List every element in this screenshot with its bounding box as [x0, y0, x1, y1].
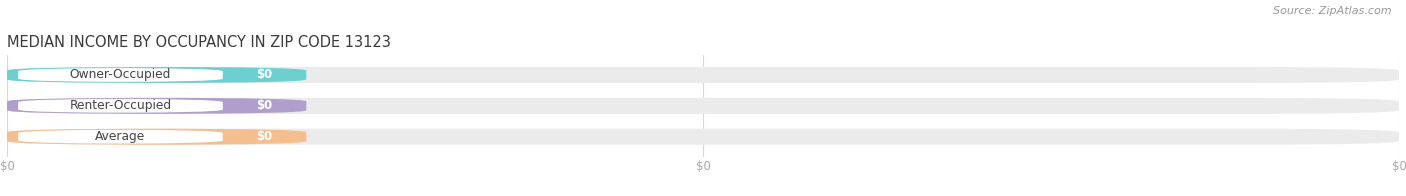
FancyBboxPatch shape	[7, 129, 1399, 145]
Text: $0: $0	[256, 99, 273, 112]
Text: $0: $0	[256, 130, 273, 143]
FancyBboxPatch shape	[18, 130, 222, 144]
FancyBboxPatch shape	[7, 67, 307, 83]
Text: $0: $0	[256, 68, 273, 82]
FancyBboxPatch shape	[7, 129, 307, 145]
FancyBboxPatch shape	[7, 67, 1399, 83]
Text: Source: ZipAtlas.com: Source: ZipAtlas.com	[1274, 6, 1392, 16]
Text: Owner-Occupied: Owner-Occupied	[70, 68, 172, 82]
Text: Average: Average	[96, 130, 146, 143]
FancyBboxPatch shape	[7, 98, 307, 114]
FancyBboxPatch shape	[18, 99, 222, 113]
Text: MEDIAN INCOME BY OCCUPANCY IN ZIP CODE 13123: MEDIAN INCOME BY OCCUPANCY IN ZIP CODE 1…	[7, 34, 391, 50]
FancyBboxPatch shape	[7, 98, 1399, 114]
Text: Renter-Occupied: Renter-Occupied	[69, 99, 172, 112]
FancyBboxPatch shape	[18, 68, 222, 82]
